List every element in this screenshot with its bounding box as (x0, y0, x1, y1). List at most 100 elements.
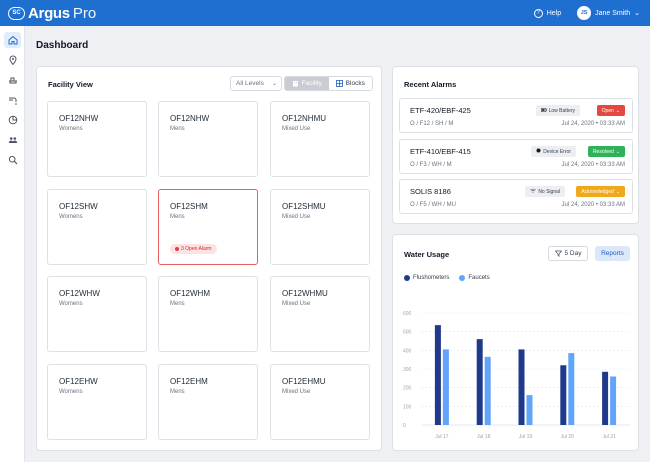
levels-select-value: All Levels (236, 80, 264, 87)
alarm-item[interactable]: ETF-420/EBF-425 Low Battery Open ⌄ O / F12 /… (399, 98, 633, 133)
chevron-down-icon[interactable]: ⌄ (634, 10, 640, 17)
water-usage-chart: 0 100 200 300 400 500 600 Jul 17 Jul 18 Jul 19 Jul… (403, 311, 630, 440)
legend-label: Faucets (468, 275, 490, 281)
battery-icon (540, 107, 547, 114)
room-type: Mens (170, 389, 185, 395)
open-alarm-label: 3 Open Alarm (181, 246, 212, 252)
range-button[interactable]: 5 Day (548, 246, 588, 261)
room-name: OF12WHM (170, 289, 210, 298)
location-pin-icon[interactable] (4, 52, 21, 68)
toggle-blocks-label: Blocks (345, 80, 365, 87)
toggle-facility[interactable]: Facility (285, 77, 329, 90)
room-name: OF12SHMU (282, 202, 326, 211)
room-tile[interactable]: OF12NHW Mens (158, 101, 258, 177)
y-tick-label: 0 (403, 423, 406, 429)
user-name[interactable]: Jane Smith (595, 9, 631, 17)
home-icon[interactable] (4, 32, 21, 48)
alarm-tag-label: Low Battery (548, 107, 575, 114)
room-tile[interactable]: OF12WHMU Mixed Use (270, 276, 370, 352)
alarm-tag: No Signal (525, 186, 565, 197)
grid-icon (335, 80, 343, 87)
bar-flushometers (560, 365, 567, 425)
no-signal-icon (530, 188, 536, 195)
recent-alarms-card: Recent Alarms ETF-420/EBF-425 Low Battery… (392, 66, 639, 224)
y-tick-label: 200 (403, 386, 412, 392)
bar-faucets (442, 349, 449, 425)
y-tick-label: 100 (403, 404, 412, 410)
alarm-timestamp: Jul 24, 2020 • 03:33 AM (561, 121, 625, 127)
alarm-item[interactable]: SOLIS 8186 No Signal Acknowledged ⌄ O / F5 /… (399, 179, 633, 214)
bar-flushometers (476, 339, 483, 425)
chevron-down-icon: ⌄ (271, 81, 277, 87)
alarm-tag-label: No Signal (538, 188, 560, 195)
sidebar (0, 26, 25, 462)
water-usage-title: Water Usage (404, 250, 450, 259)
logo-sub: Pro (72, 4, 97, 22)
help-link[interactable]: Help (546, 9, 562, 17)
room-tile[interactable]: OF12EHW Womens (47, 364, 147, 440)
room-type: Womens (59, 389, 83, 395)
room-type: Mens (170, 301, 185, 307)
avatar[interactable]: JS (577, 6, 592, 20)
legend-flushometers[interactable]: Flushometers (404, 275, 449, 281)
legend-label: Flushometers (413, 275, 450, 281)
room-type: Mens (170, 126, 185, 132)
x-tick-label: Jul 21 (602, 434, 616, 440)
room-name: OF12NHMU (282, 114, 327, 123)
room-type: Mixed Use (282, 126, 311, 132)
open-alarm-badge[interactable]: 3 Open Alarm (170, 244, 217, 254)
room-tile[interactable]: OF12SHMU Mixed Use (270, 189, 370, 265)
legend-swatch (459, 275, 466, 281)
room-type: Mixed Use (282, 214, 311, 220)
help-icon[interactable]: ? (533, 8, 543, 18)
y-tick-label: 500 (403, 330, 412, 336)
recent-alarms-title: Recent Alarms (404, 80, 457, 89)
pie-chart-icon[interactable] (4, 112, 21, 128)
bar-flushometers (434, 325, 441, 425)
legend-swatch (404, 275, 410, 281)
room-tile[interactable]: OF12SHM Mens 3 Open Alarm (158, 189, 258, 265)
alarm-status-label: Open (601, 107, 614, 114)
bar-faucets (526, 395, 533, 425)
room-tile[interactable]: OF12EHM Mens (158, 364, 258, 440)
chevron-down-icon: ⌄ (615, 107, 620, 114)
alarm-timestamp: Jul 24, 2020 • 03:33 AM (561, 202, 625, 208)
facility-view-title: Facility View (48, 80, 93, 89)
levels-select[interactable]: All Levels ⌄ (230, 76, 282, 91)
room-tile[interactable]: OF12NHMU Mixed Use (270, 101, 370, 177)
top-right-controls: ? Help JS Jane Smith ⌄ (533, 6, 640, 20)
alarm-location: O / F12 / SH / M (410, 121, 454, 127)
room-tile[interactable]: OF12EHMU Mixed Use (270, 364, 370, 440)
room-tile[interactable]: OF12SHW Womens (47, 189, 147, 265)
x-tick-label: Jul 20 (561, 434, 575, 440)
legend-faucets[interactable]: Faucets (459, 275, 490, 281)
alarm-status-dropdown[interactable]: Acknowledged ⌄ (576, 186, 625, 197)
alarm-device-id: ETF-420/EBF-425 (410, 106, 471, 115)
chevron-down-icon: ⌄ (615, 188, 620, 195)
fixture-icon[interactable] (4, 72, 21, 88)
bar-flushometers (518, 349, 525, 425)
users-icon[interactable] (4, 132, 21, 148)
y-tick-label: 400 (403, 348, 412, 354)
alarm-status-dropdown[interactable]: Open ⌄ (596, 105, 625, 116)
room-type: Mixed Use (282, 301, 311, 307)
toggle-blocks[interactable]: Blocks (328, 77, 372, 90)
room-tile[interactable]: OF12WHM Mens (158, 276, 258, 352)
reports-button[interactable]: Reports (595, 246, 630, 261)
alarm-status-dropdown[interactable]: Resolved ⌄ (587, 146, 625, 157)
room-tile[interactable]: OF12WHW Womens (47, 276, 147, 352)
bar-faucets (484, 356, 491, 425)
room-tile[interactable]: OF12NHW Womens (47, 101, 147, 177)
bar-faucets (610, 376, 617, 425)
faucet-icon[interactable] (4, 92, 21, 108)
alarm-item[interactable]: ETF-410/EBF-415 Device Error Resolved ⌄ O / … (399, 139, 633, 174)
bar-flushometers (602, 371, 609, 425)
search-icon[interactable] (4, 152, 21, 168)
range-button-label: 5 Day (564, 250, 582, 257)
room-type: Mens (170, 214, 185, 220)
app-logo[interactable]: SC Argus Pro (8, 5, 96, 22)
chart-legend: Flushometers Faucets (404, 275, 500, 281)
facility-view-card: Facility View All Levels ⌄ Facility Bloc… (36, 66, 382, 451)
alert-dot-icon (175, 247, 179, 251)
toggle-facility-label: Facility (301, 80, 322, 87)
